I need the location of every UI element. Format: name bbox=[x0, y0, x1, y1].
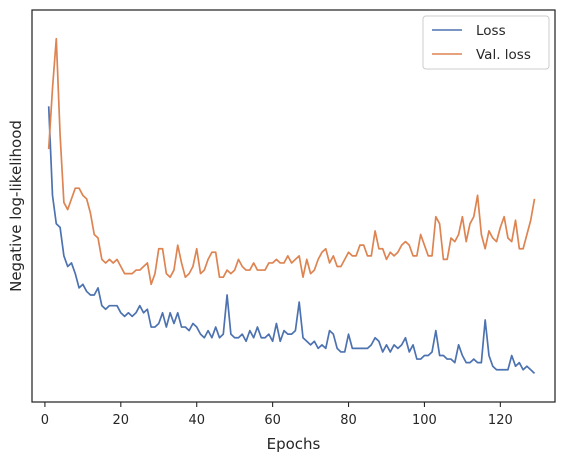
x-tick-label: 120 bbox=[488, 413, 513, 428]
plot-frame bbox=[31, 9, 556, 403]
y-axis-label: Negative log-likelihood bbox=[7, 120, 25, 292]
x-tick-label: 40 bbox=[188, 413, 205, 428]
plot-background bbox=[32, 10, 555, 402]
series-line-val-loss bbox=[47, 37, 536, 286]
series-line-loss bbox=[47, 106, 536, 374]
legend-label-loss: Loss bbox=[476, 23, 506, 39]
x-axis-label: Epochs bbox=[267, 435, 321, 453]
legend: Loss Val. loss bbox=[422, 15, 550, 70]
x-axis-ticks: 0 20 40 60 80 100 120 bbox=[41, 402, 513, 428]
series-layer bbox=[47, 37, 536, 374]
x-tick-label: 20 bbox=[113, 413, 130, 428]
x-tick-label: 80 bbox=[340, 413, 357, 428]
legend-label-val-loss: Val. loss bbox=[476, 47, 531, 63]
x-tick-label: 0 bbox=[41, 413, 49, 428]
x-tick-label: 60 bbox=[264, 413, 281, 428]
x-tick-label: 100 bbox=[412, 413, 437, 428]
